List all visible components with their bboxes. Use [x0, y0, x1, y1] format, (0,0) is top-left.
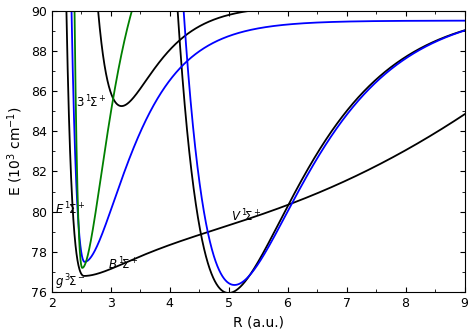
Text: $g\,{}^3\!\Sigma^-$: $g\,{}^3\!\Sigma^-$ [55, 272, 85, 292]
Text: $E\,{}^1\!\Sigma^+$: $E\,{}^1\!\Sigma^+$ [55, 201, 85, 218]
Y-axis label: E ($10^3$ cm$^{-1}$): E ($10^3$ cm$^{-1}$) [6, 107, 25, 196]
Text: $B\,{}^1\!\Sigma^+$: $B\,{}^1\!\Sigma^+$ [108, 255, 138, 272]
X-axis label: R (a.u.): R (a.u.) [233, 316, 283, 329]
Text: $3\,{}^1\!\Sigma^+$: $3\,{}^1\!\Sigma^+$ [76, 93, 107, 110]
Text: $V\,{}^1\!\Sigma^+$: $V\,{}^1\!\Sigma^+$ [231, 208, 263, 225]
